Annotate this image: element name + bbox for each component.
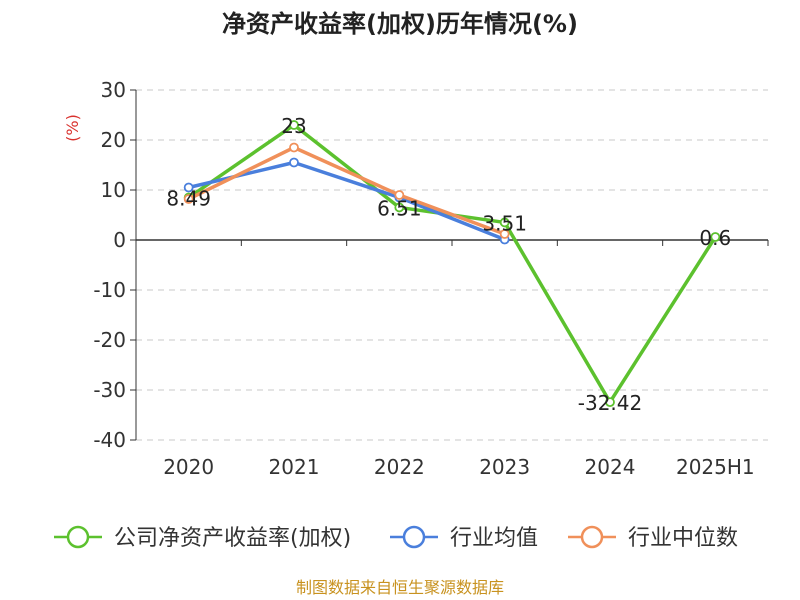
legend-swatch-marker	[402, 525, 426, 549]
x-tick-label: 2022	[374, 455, 425, 479]
x-tick-label: 2025H1	[676, 455, 755, 479]
legend-label: 公司净资产收益率(加权)	[114, 526, 351, 551]
legend-item-1[interactable]: 行业均值	[390, 525, 538, 551]
data-point	[289, 142, 299, 153]
data-point	[605, 397, 615, 408]
x-tick-label: 2024	[585, 455, 636, 479]
x-tick-label: 2023	[479, 455, 530, 479]
x-tick-label: 2021	[269, 455, 320, 479]
series-line	[187, 123, 717, 404]
legend-item-2[interactable]: 行业中位数	[568, 525, 738, 551]
y-tick-label: 20	[101, 128, 126, 152]
data-label: 0.6	[699, 226, 731, 250]
y-axis-label: (%)	[63, 114, 82, 142]
legend-label: 行业中位数	[628, 526, 738, 551]
y-tick-label: -20	[93, 328, 126, 352]
data-point	[183, 182, 194, 193]
series-0	[183, 120, 721, 408]
data-label: 23	[281, 114, 306, 138]
y-tick-label: -40	[93, 428, 126, 452]
data-point	[394, 202, 405, 213]
y-tick-label: 10	[101, 178, 126, 202]
legend-item-0[interactable]: 公司净资产收益率(加权)	[54, 525, 351, 551]
series-line	[187, 145, 506, 236]
legend-swatch-marker	[580, 525, 604, 549]
y-tick-label: 0	[113, 228, 126, 252]
chart-title: 净资产收益率(加权)历年情况(%)	[222, 10, 578, 38]
legend-label: 行业均值	[450, 526, 538, 551]
y-tick-label: 30	[101, 78, 126, 102]
data-point	[394, 190, 405, 200]
y-tick-label: -30	[93, 378, 126, 402]
series-2	[183, 142, 510, 239]
data-point	[183, 194, 194, 204]
data-label: -32.42	[578, 391, 642, 415]
axes: 30 20 10 0 -10 -20 -30 -40 2020 2021 2022 2023 2024 2…	[93, 78, 769, 479]
legend: 公司净资产收益率(加权) 行业均值 行业中位数	[54, 525, 738, 551]
data-labels: 8.49 23 6.51 3.51 -32.42 0.6	[166, 114, 731, 415]
source-note: 制图数据来自恒生聚源数据库	[296, 578, 504, 597]
data-point	[499, 217, 510, 228]
data-point	[289, 157, 299, 168]
legend-swatch-marker	[66, 525, 90, 549]
data-point	[499, 229, 510, 239]
data-label: 8.49	[166, 187, 211, 211]
grid-lines	[136, 89, 768, 441]
data-label: 3.51	[482, 211, 527, 235]
data-label: 6.51	[377, 196, 422, 220]
data-point	[710, 232, 721, 242]
x-tick-label: 2020	[163, 455, 214, 479]
data-point	[289, 120, 299, 130]
series-layer	[183, 120, 721, 408]
y-tick-label: -10	[93, 278, 126, 302]
